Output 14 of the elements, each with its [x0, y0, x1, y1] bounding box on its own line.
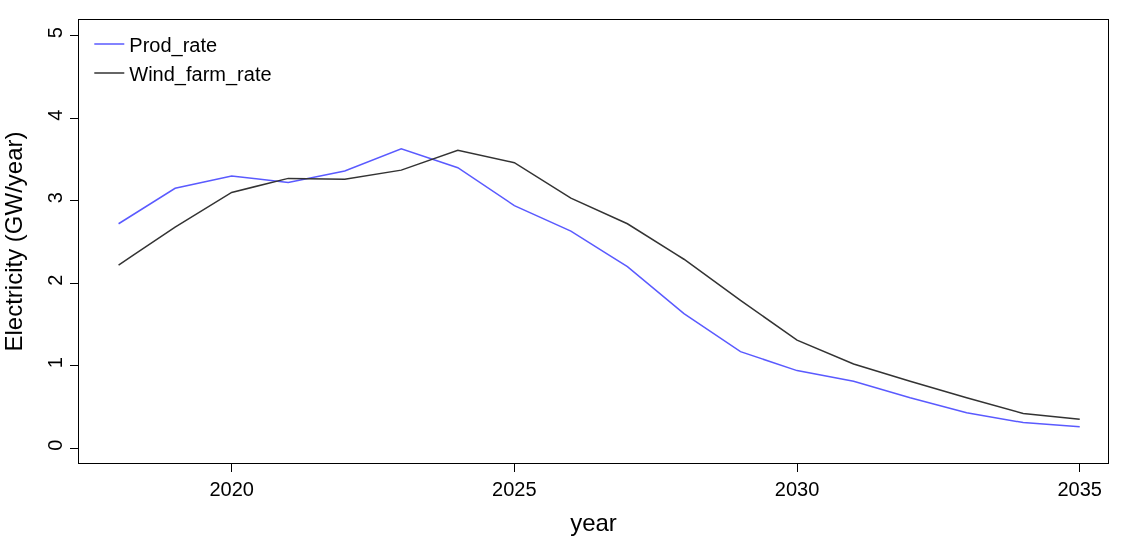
- legend-label: Prod_rate: [129, 33, 218, 57]
- y-tick-label: 1: [44, 357, 66, 369]
- x-tick-label: 2030: [774, 478, 820, 500]
- y-tick-label: 3: [44, 192, 66, 204]
- x-axis-title: year: [570, 509, 617, 537]
- legend-label: Wind_farm_rate: [129, 62, 272, 86]
- y-tick-label: 5: [44, 27, 66, 39]
- x-tick-label: 2020: [209, 478, 254, 500]
- y-axis-title: Electricity (GW/year): [0, 131, 27, 352]
- x-tick-label: 2035: [1057, 478, 1102, 500]
- y-tick-label: 2: [44, 274, 66, 286]
- y-tick-label: 0: [44, 439, 66, 451]
- y-tick-label: 4: [44, 109, 66, 121]
- x-tick-label: 2025: [492, 478, 537, 500]
